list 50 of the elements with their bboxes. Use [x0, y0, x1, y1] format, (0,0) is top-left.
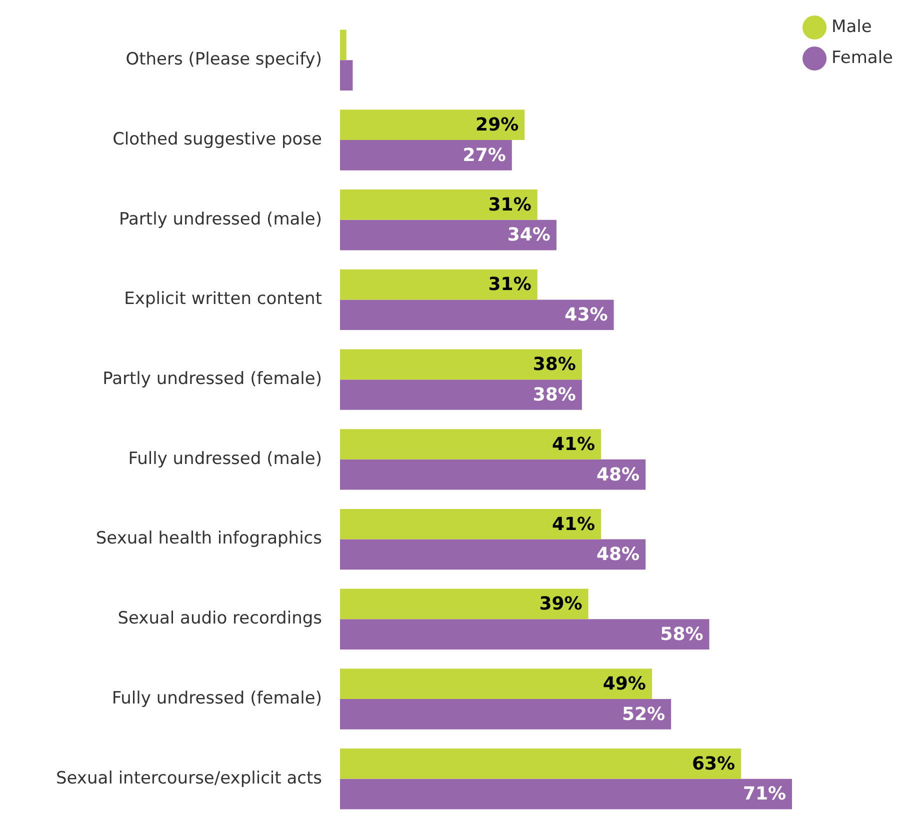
bar	[340, 459, 646, 490]
bar	[340, 748, 742, 779]
bar	[340, 220, 556, 250]
bar	[340, 140, 512, 170]
y-tick-label: Clothed suggestive pose	[112, 129, 322, 150]
y-tick-label: Sexual audio recordings	[118, 608, 322, 629]
bar	[340, 349, 582, 380]
data-label: 31%	[488, 274, 532, 296]
bar	[340, 269, 538, 300]
bar	[340, 539, 646, 570]
legend-label: Male	[832, 16, 872, 37]
data-label: 71%	[742, 784, 786, 805]
data-label: 34%	[507, 224, 550, 246]
bar	[340, 588, 588, 620]
y-tick-label: Others (Please specify)	[126, 50, 322, 70]
data-label: 52%	[622, 704, 666, 725]
bar	[340, 668, 652, 700]
data-label: 31%	[488, 194, 532, 216]
bar	[340, 699, 672, 730]
data-label: 41%	[552, 434, 596, 455]
data-label: 48%	[596, 464, 640, 486]
y-tick-label: Fully undressed (female)	[112, 688, 322, 708]
bar	[340, 60, 353, 90]
bar	[340, 380, 582, 410]
y-tick-label: Fully undressed (male)	[128, 448, 322, 469]
data-label: 39%	[539, 594, 582, 615]
data-label: 38%	[532, 384, 576, 406]
data-label: 41%	[552, 514, 596, 535]
y-tick-label: Sexual health infographics	[96, 528, 322, 549]
data-label: 38%	[532, 354, 576, 376]
bar	[340, 300, 614, 330]
bar	[340, 110, 525, 140]
data-label: 58%	[660, 624, 704, 645]
bar	[340, 429, 602, 460]
bar	[340, 508, 602, 540]
y-tick-label: Explicit written content	[124, 289, 322, 310]
data-label: 27%	[462, 144, 506, 166]
bar	[340, 190, 538, 220]
legend-label: Female	[832, 48, 893, 68]
y-tick-label: Sexual intercourse/explicit acts	[56, 768, 322, 788]
bar	[340, 619, 710, 650]
data-label: 63%	[692, 753, 736, 774]
y-tick-label: Partly undressed (male)	[119, 209, 322, 230]
data-label: 48%	[596, 544, 640, 566]
data-label: 29%	[476, 114, 519, 136]
data-label: 43%	[564, 304, 608, 326]
y-tick-label: Partly undressed (female)	[102, 368, 322, 389]
data-label: 49%	[602, 674, 646, 695]
bar	[340, 30, 346, 60]
bar	[340, 778, 792, 810]
